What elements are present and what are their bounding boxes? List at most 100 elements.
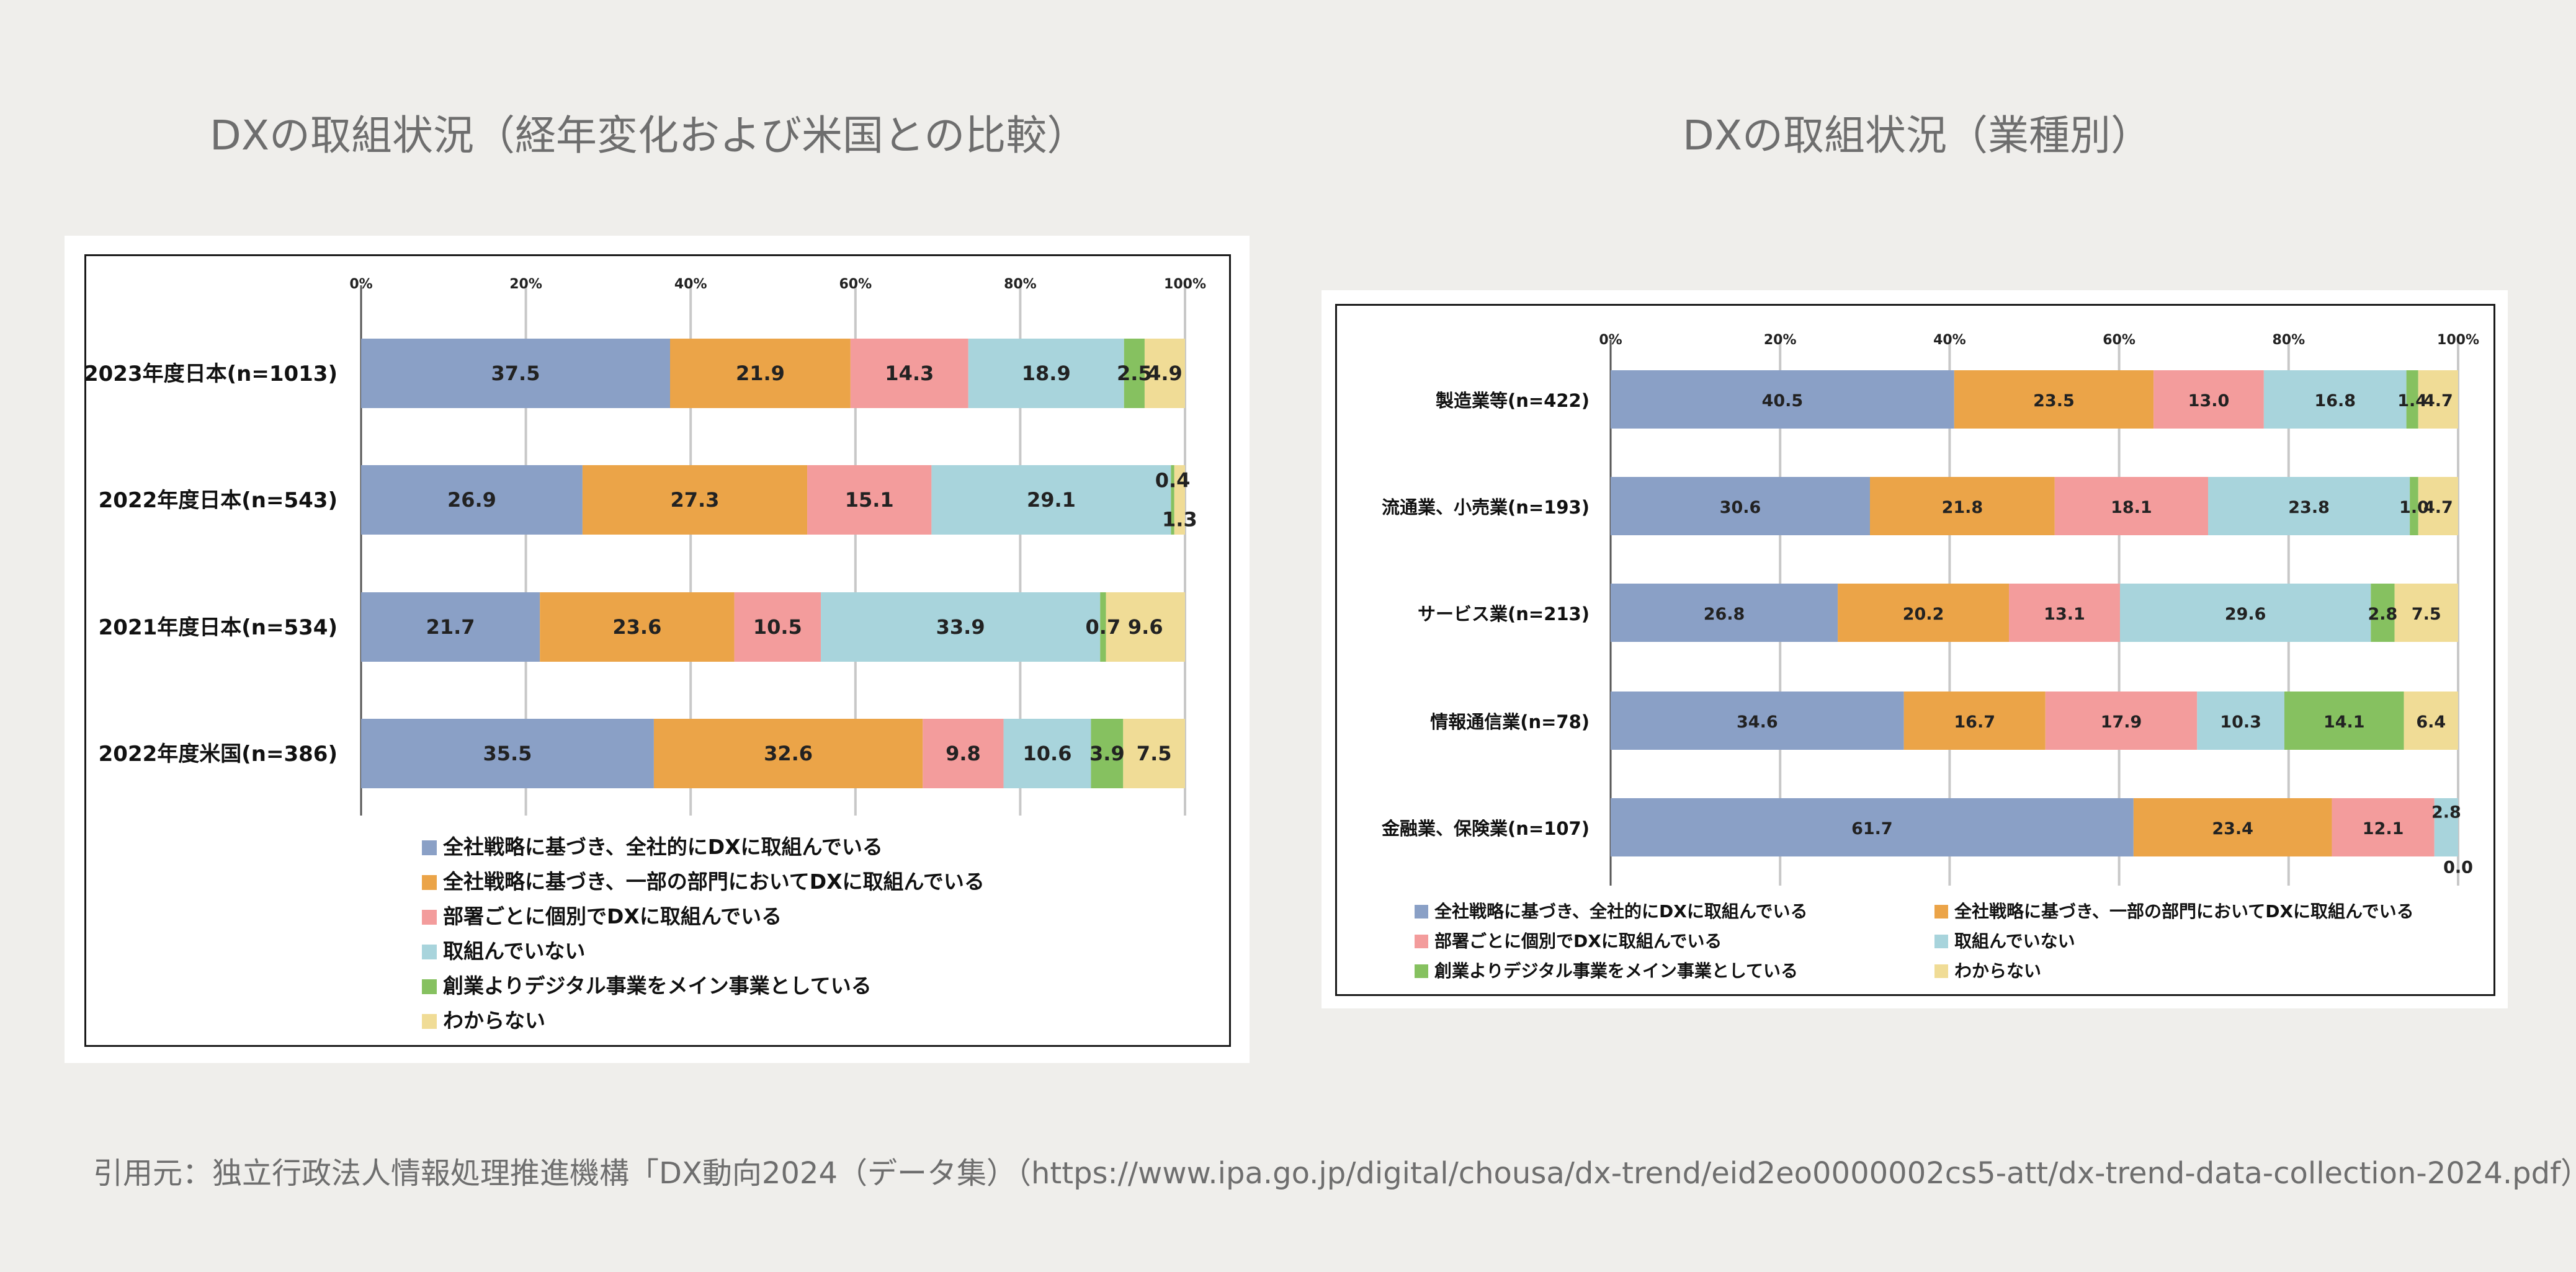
data-label: 13.1: [2044, 605, 2085, 624]
data-label: 4.7: [2423, 498, 2453, 517]
legend-swatch: [1934, 935, 1948, 948]
data-label: 10.5: [753, 615, 802, 639]
legend-swatch: [1934, 964, 1948, 978]
bar-segment: [850, 339, 968, 408]
legend-swatch: [422, 945, 437, 959]
x-tick-label: 20%: [1764, 332, 1797, 348]
data-label: 1.4: [2397, 391, 2427, 411]
data-label: 12.1: [2363, 819, 2404, 838]
data-label: 21.8: [1942, 498, 1983, 517]
data-label: 32.6: [764, 742, 813, 765]
category-label: 2023年度日本(n=1013): [84, 362, 338, 386]
left-panel-title: DXの取組状況（経年変化および米国との比較）: [210, 112, 1088, 159]
data-label: 1.3: [1162, 507, 1197, 531]
category-label: 2021年度日本(n=534): [99, 615, 338, 640]
legend-swatch: [422, 1014, 437, 1029]
data-label: 7.5: [1137, 742, 1172, 765]
bar-segment: [2054, 477, 2209, 535]
bar-segment: [2418, 477, 2458, 535]
bar-segment: [2009, 584, 2120, 642]
bar-segment: [2410, 477, 2418, 535]
data-label: 20.2: [1903, 605, 1944, 624]
bar-segment: [1123, 719, 1185, 788]
legend-label: 全社戦略に基づき、全社的にDXに取組んでいる: [1434, 901, 1807, 922]
legend-item: 全社戦略に基づき、全社的にDXに取組んでいる: [422, 835, 883, 859]
bar-segment: [2045, 692, 2198, 750]
data-label: 4.7: [2423, 391, 2453, 411]
data-label: 3.9: [1089, 742, 1125, 765]
data-label: 18.9: [1022, 362, 1071, 385]
data-label: 27.3: [670, 488, 719, 512]
bar-segment: [1903, 692, 2046, 750]
legend-item: 創業よりデジタル事業をメイン事業としている: [422, 974, 872, 998]
category-label: 金融業、保険業(n=107): [1381, 818, 1590, 839]
x-tick-label: 100%: [2437, 332, 2479, 348]
bar-segment: [2404, 692, 2458, 750]
data-label: 29.1: [1027, 488, 1076, 512]
bar-segment: [807, 465, 932, 535]
bar-segment: [2394, 584, 2458, 642]
legend-item: 全社戦略に基づき、全社的にDXに取組んでいる: [1415, 901, 1807, 922]
data-label: 4.9: [1147, 362, 1183, 385]
bar-segment: [2133, 798, 2332, 856]
bar-segment: [2263, 370, 2407, 429]
data-label: 2.8: [2431, 803, 2461, 822]
chart-yearly: 0% 20% 40% 60% 80% 100%2023年度日本(n=1013) 37.5 21…: [84, 277, 1206, 1033]
bar-row: 2023年度日本(n=1013) 37.5 21.9 14.3 18.9 2.54.9: [84, 339, 1185, 408]
data-label: 30.6: [1720, 498, 1761, 517]
legend-item: 部署ごとに個別でDXに取組んでいる: [422, 904, 782, 928]
data-label: 16.8: [2314, 391, 2356, 411]
data-label: 7.5: [2412, 605, 2441, 624]
legend-swatch: [1934, 905, 1948, 918]
x-tick-label: 60%: [839, 277, 872, 292]
data-label: 13.0: [2188, 391, 2230, 411]
bar-segment: [1611, 584, 1838, 642]
category-label: 流通業、小売業(n=193): [1382, 497, 1590, 518]
bar-row: 金融業、保険業(n=107) 61.7 23.4 12.12.80.00.0: [1381, 798, 2473, 877]
data-label: 0.4: [1155, 469, 1191, 492]
bar-segment: [1003, 719, 1091, 788]
bar-row: サービス業(n=213) 26.8 20.2 13.1 29.6 2.8 7.5: [1418, 584, 2458, 642]
bar-segment: [2284, 692, 2404, 750]
data-label: 10.6: [1023, 742, 1072, 765]
data-label: 1.0: [2399, 498, 2429, 517]
bar-segment: [1869, 477, 2055, 535]
bar-segment: [2371, 584, 2395, 642]
legend-swatch: [1415, 935, 1428, 948]
legend-item: 取組んでいない: [1934, 931, 2075, 951]
legend-swatch: [1415, 964, 1428, 978]
bar-segment: [2418, 370, 2458, 429]
legend: 全社戦略に基づき、全社的にDXに取組んでいる全社戦略に基づき、一部の部門において…: [422, 835, 985, 1033]
legend-item: わからない: [422, 1008, 545, 1033]
legend-label: 取組んでいない: [443, 939, 585, 963]
chart-card-yearly: 0% 20% 40% 60% 80% 100% 2023年度日本(n=1013) 37.5 21…: [65, 236, 1250, 1063]
data-label: 35.5: [483, 742, 532, 765]
bar-segment: [1611, 477, 1870, 535]
data-label: 26.9: [447, 488, 496, 512]
chart-frame-industry: [1335, 304, 2495, 996]
data-label: 37.5: [491, 362, 540, 385]
legend-swatch: [422, 875, 437, 890]
data-label: 0.0: [2443, 858, 2473, 877]
category-label: 2022年度米国(n=386): [99, 742, 338, 767]
bar-segment: [1954, 370, 2154, 429]
data-label: 14.3: [885, 362, 934, 385]
legend-label: 全社戦略に基づき、一部の部門においてDXに取組んでいる: [442, 869, 985, 894]
legend-label: 全社戦略に基づき、全社的にDXに取組んでいる: [442, 835, 883, 859]
data-label: 61.7: [1851, 819, 1893, 838]
bar-segment: [2332, 798, 2435, 856]
bar-segment: [734, 592, 821, 662]
legend-item: 部署ごとに個別でDXに取組んでいる: [1415, 931, 1722, 951]
legend-label: 部署ごとに個別でDXに取組んでいる: [443, 904, 782, 928]
data-label: 29.6: [2225, 605, 2266, 624]
legend-label: 部署ごとに個別でDXに取組んでいる: [1434, 931, 1722, 951]
x-tick-label: 40%: [674, 277, 707, 292]
legend-label: 創業よりデジタル事業をメイン事業としている: [443, 974, 872, 998]
bar-segment: [1611, 692, 1904, 750]
data-label: 23.8: [2288, 498, 2330, 517]
legend-swatch: [422, 979, 437, 994]
bar-segment: [670, 339, 851, 408]
bar-segment: [923, 719, 1004, 788]
bar-segment: [2153, 370, 2264, 429]
legend-item: 創業よりデジタル事業をメイン事業としている: [1415, 961, 1798, 981]
